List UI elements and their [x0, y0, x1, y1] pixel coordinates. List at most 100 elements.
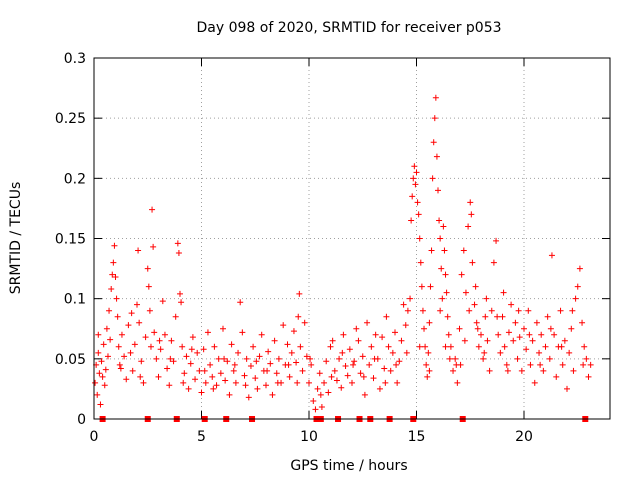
data-point — [350, 361, 357, 368]
data-point — [107, 336, 114, 343]
data-point — [138, 358, 145, 365]
data-point — [482, 313, 489, 320]
data-point — [136, 319, 143, 326]
data-point — [239, 329, 246, 336]
data-point — [329, 337, 336, 344]
data-point — [437, 307, 444, 314]
data-point — [443, 289, 450, 296]
data-point — [533, 319, 540, 326]
data-point — [424, 373, 431, 380]
data-point — [307, 355, 314, 362]
data-point — [576, 265, 583, 272]
data-point — [271, 337, 278, 344]
data-point — [286, 373, 293, 380]
data-point — [147, 343, 154, 350]
data-point — [465, 223, 472, 230]
data-point — [381, 365, 388, 372]
data-point — [442, 343, 449, 350]
data-point — [516, 334, 523, 341]
data-point — [569, 307, 576, 314]
data-point — [349, 379, 355, 386]
data-point — [574, 283, 581, 290]
data-point — [194, 349, 201, 356]
data-point — [321, 379, 328, 386]
data-point — [207, 361, 214, 368]
data-point — [314, 385, 321, 392]
data-point — [469, 259, 476, 266]
data-point — [264, 367, 271, 374]
data-point — [447, 343, 454, 350]
data-point — [376, 385, 383, 392]
data-point — [243, 355, 250, 362]
data-point — [559, 361, 566, 368]
data-point — [339, 349, 346, 356]
data-point — [135, 247, 142, 254]
data-point — [508, 301, 515, 308]
data-point — [179, 343, 186, 350]
data-point — [585, 373, 592, 380]
data-point — [359, 353, 366, 360]
data-point — [202, 379, 209, 386]
data-point — [382, 379, 389, 386]
data-point — [553, 373, 560, 380]
data-point — [99, 373, 106, 380]
data-point — [114, 313, 121, 320]
data-point — [125, 322, 132, 329]
data-point — [453, 361, 460, 368]
data-point — [429, 175, 436, 182]
data-point — [280, 322, 287, 329]
data-point — [215, 355, 222, 362]
data-point — [514, 355, 521, 362]
data-point — [488, 307, 495, 314]
data-point — [151, 329, 158, 336]
data-point — [515, 307, 522, 314]
data-point — [495, 331, 502, 338]
data-point — [493, 237, 500, 244]
data-point — [288, 349, 295, 356]
data-point — [109, 271, 116, 278]
data-point — [415, 211, 422, 218]
data-point — [157, 346, 164, 353]
data-point — [98, 358, 105, 365]
plot-frame — [93, 57, 611, 420]
data-point — [407, 295, 414, 302]
data-point — [409, 193, 416, 200]
data-point — [527, 361, 534, 368]
data-point — [503, 361, 510, 368]
data-point — [237, 299, 244, 306]
data-point — [201, 367, 208, 374]
data-point — [325, 389, 332, 396]
data-point — [394, 379, 401, 386]
data-point — [445, 331, 452, 338]
data-point — [385, 343, 392, 350]
data-point — [422, 343, 429, 350]
data-point — [537, 361, 544, 368]
data-point — [523, 346, 530, 353]
data-point — [581, 343, 588, 350]
data-point — [285, 361, 292, 368]
data-point — [364, 319, 371, 326]
data-point — [371, 355, 378, 362]
data-point — [500, 289, 507, 296]
data-point — [306, 379, 312, 386]
data-point — [94, 391, 101, 398]
data-point — [161, 331, 168, 338]
data-point — [166, 382, 173, 389]
data-point — [446, 355, 453, 362]
data-point — [426, 319, 433, 326]
data-point — [400, 301, 407, 308]
data-point — [299, 367, 306, 374]
data-point — [318, 403, 325, 410]
data-point — [529, 337, 536, 344]
data-point — [254, 385, 261, 392]
data-point — [155, 373, 162, 380]
data-point — [486, 367, 493, 374]
data-point — [153, 355, 160, 362]
data-point — [355, 337, 362, 344]
data-point — [432, 94, 439, 101]
data-point — [144, 265, 151, 272]
data-point — [438, 265, 445, 272]
y-tick-label: 0.05 — [55, 352, 86, 368]
data-point — [340, 331, 347, 338]
data-point — [228, 341, 235, 348]
